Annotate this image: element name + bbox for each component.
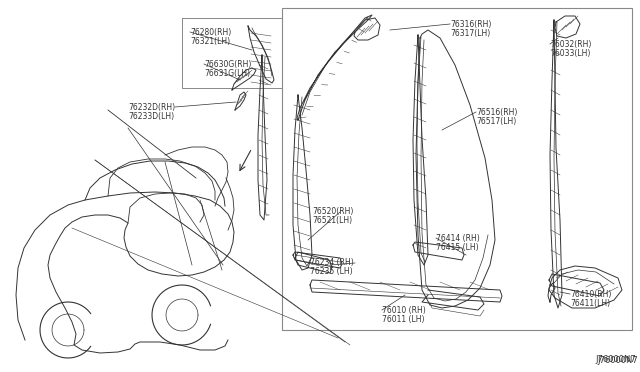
Text: 76033(LH): 76033(LH) bbox=[550, 49, 590, 58]
Text: 76410(RH): 76410(RH) bbox=[570, 290, 611, 299]
Text: J76000N7: J76000N7 bbox=[595, 355, 636, 364]
Text: 76232D(RH): 76232D(RH) bbox=[128, 103, 175, 112]
Text: 76032(RH): 76032(RH) bbox=[550, 40, 591, 49]
Text: 76516(RH): 76516(RH) bbox=[476, 108, 517, 117]
Text: J76000N7: J76000N7 bbox=[597, 356, 637, 365]
Text: 76630G(RH): 76630G(RH) bbox=[204, 60, 252, 69]
Text: 76520(RH): 76520(RH) bbox=[312, 207, 353, 216]
Text: 76517(LH): 76517(LH) bbox=[476, 117, 516, 126]
Text: 76631G(LH): 76631G(LH) bbox=[204, 69, 250, 78]
Text: 76415 (LH): 76415 (LH) bbox=[436, 243, 479, 252]
Text: 76317(LH): 76317(LH) bbox=[450, 29, 490, 38]
Text: 76235 (LH): 76235 (LH) bbox=[310, 267, 353, 276]
Text: 76280(RH): 76280(RH) bbox=[190, 28, 231, 37]
Bar bbox=[282, 8, 632, 330]
Text: 76521(LH): 76521(LH) bbox=[312, 216, 352, 225]
Text: 76234 (RH): 76234 (RH) bbox=[310, 258, 354, 267]
Text: 76011 (LH): 76011 (LH) bbox=[382, 315, 424, 324]
Text: 76414 (RH): 76414 (RH) bbox=[436, 234, 480, 243]
Text: 76321(LH): 76321(LH) bbox=[190, 37, 230, 46]
Text: 76411(LH): 76411(LH) bbox=[570, 299, 610, 308]
Text: 76316(RH): 76316(RH) bbox=[450, 20, 492, 29]
Text: 76010 (RH): 76010 (RH) bbox=[382, 306, 426, 315]
Text: 76233D(LH): 76233D(LH) bbox=[128, 112, 174, 121]
